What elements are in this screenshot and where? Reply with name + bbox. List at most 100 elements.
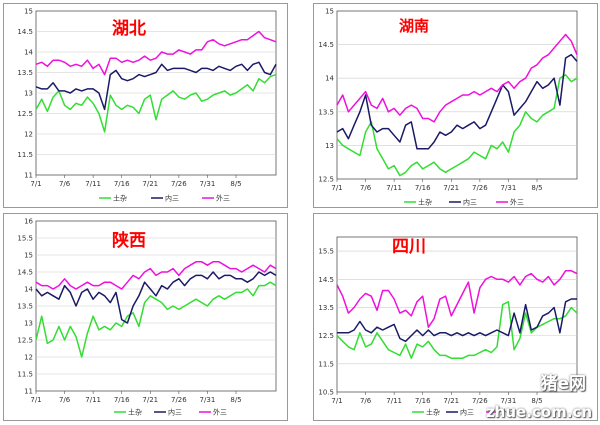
legend-label: 内三 <box>168 408 182 417</box>
y-tick-label: 13.5 <box>318 108 334 116</box>
x-tick-label: 7/31 <box>501 397 517 405</box>
plot-area <box>336 10 578 180</box>
x-tick-label: 7/16 <box>114 396 130 404</box>
y-tick-label: 15 <box>24 8 33 16</box>
series-line-0 <box>336 74 578 177</box>
series-line-0 <box>35 281 277 358</box>
chart-svg: 11 11.5 12 12.5 13 13.5 14 14.5 15 7/1 7/6 7/11 7/16… <box>17 8 277 203</box>
x-tick-label: 7/21 <box>443 184 459 192</box>
x-tick-label: 7/11 <box>386 397 402 405</box>
y-tick-label: 14.5 <box>318 276 334 284</box>
y-tick-label: 13.5 <box>17 69 33 77</box>
y-tick-label: 13 <box>24 90 33 98</box>
y-tick-label: 15.5 <box>17 235 33 243</box>
plot-area <box>336 236 578 393</box>
x-tick-label: 8/5 <box>531 184 542 192</box>
x-tick-label: 7/11 <box>85 180 101 188</box>
x-tick-label: 8/5 <box>531 397 542 405</box>
chart-panel-sichuan: 10.5 11.5 12.5 13.5 14.5 15.5 7/1 7/6 7/11 7/16 7/… <box>313 213 598 421</box>
x-tick-label: 7/21 <box>443 397 459 405</box>
x-tick-label: 7/31 <box>501 184 517 192</box>
legend-label: 外三 <box>500 408 514 417</box>
y-tick-label: 11.5 <box>318 360 334 368</box>
watermark-line2: zhue.com.cn <box>485 403 592 421</box>
x-tick-label: 7/26 <box>472 397 488 405</box>
x-tick-label: 7/31 <box>200 396 216 404</box>
x-tick-label: 7/1 <box>30 396 41 404</box>
y-tick-label: 14.5 <box>17 28 33 36</box>
watermark-line1: 猪e网 <box>540 374 586 394</box>
x-tick-label: 7/6 <box>360 397 372 405</box>
series-line-1 <box>35 61 277 111</box>
chart-svg: 10.5 11.5 12.5 13.5 14.5 15.5 7/1 7/6 7/11 7/16 7/… <box>318 236 578 417</box>
series-line-2 <box>336 270 578 328</box>
legend-label: 内三 <box>165 194 179 203</box>
series-line-1 <box>336 53 578 150</box>
x-tick-label: 7/16 <box>415 397 431 405</box>
chart-title: 四川 <box>392 237 426 257</box>
x-tick-label: 7/11 <box>85 396 101 404</box>
chart-svg: 12.5 13 13.5 14 14.5 15 7/1 7/6 7/11 7/16 7/21 7/26… <box>318 8 578 207</box>
x-tick-label: 7/21 <box>142 396 158 404</box>
y-tick-label: 12.5 <box>17 337 33 345</box>
series-line-2 <box>35 30 277 76</box>
legend-label: 内三 <box>460 408 474 417</box>
zhue-watermark-logo: 猪e网 zhue.com.cn <box>486 367 596 423</box>
x-tick-label: 7/26 <box>171 396 187 404</box>
y-tick-label: 14.5 <box>318 41 334 49</box>
legend-label: 内三 <box>463 198 477 207</box>
chart-title: 湖南 <box>399 17 429 35</box>
series-line-2 <box>35 261 277 290</box>
chart-svg: 11 11.5 12 12.5 13 13.5 14 14.5 15 15.5 16 7/1 7/6 7/… <box>17 218 277 417</box>
series-line-0 <box>35 73 277 133</box>
y-tick-label: 13.5 <box>17 303 33 311</box>
y-tick-label: 15 <box>24 252 33 260</box>
y-tick-label: 13 <box>325 142 334 150</box>
legend-label: 土杂 <box>128 408 142 417</box>
y-tick-label: 11 <box>24 388 33 396</box>
y-tick-label: 11 <box>24 172 33 180</box>
chart-panel-hubei: 11 11.5 12 12.5 13 13.5 14 14.5 15 7/1 7/6 7/11 7/16… <box>3 3 288 208</box>
x-tick-label: 8/5 <box>230 180 241 188</box>
y-tick-label: 11.5 <box>17 371 33 379</box>
x-tick-label: 7/16 <box>114 180 130 188</box>
y-tick-label: 12.5 <box>318 176 334 184</box>
x-tick-label: 7/6 <box>59 180 71 188</box>
y-tick-label: 15 <box>325 8 334 16</box>
x-tick-label: 7/1 <box>331 397 342 405</box>
y-tick-label: 12 <box>24 354 33 362</box>
y-tick-label: 13.5 <box>318 304 334 312</box>
y-tick-label: 14 <box>24 286 33 294</box>
x-tick-label: 7/6 <box>360 184 372 192</box>
legend-label: 外三 <box>213 408 227 417</box>
series-line-1 <box>35 271 277 324</box>
legend-label: 土杂 <box>418 198 432 207</box>
series-line-2 <box>336 33 578 123</box>
y-tick-label: 16 <box>24 218 33 226</box>
y-tick-label: 14.5 <box>17 269 33 277</box>
y-tick-label: 10.5 <box>318 389 334 397</box>
x-tick-label: 7/16 <box>415 184 431 192</box>
y-tick-label: 12.5 <box>318 332 334 340</box>
x-tick-label: 7/26 <box>171 180 187 188</box>
y-tick-label: 14 <box>24 49 33 57</box>
chart-panel-hunan: 12.5 13 13.5 14 14.5 15 7/1 7/6 7/11 7/16 7/21 7/26… <box>313 3 598 208</box>
chart-title: 陕西 <box>112 230 146 251</box>
y-tick-label: 14 <box>325 75 334 83</box>
legend-label: 外三 <box>216 194 230 203</box>
legend-label: 外三 <box>510 198 524 207</box>
x-tick-label: 7/1 <box>30 180 41 188</box>
series-line-1 <box>337 298 577 343</box>
chart-panel-shaanxi: 11 11.5 12 12.5 13 13.5 14 14.5 15 15.5 16 7/1 7/6 7/… <box>3 213 288 421</box>
x-tick-label: 7/31 <box>200 180 216 188</box>
y-tick-label: 15.5 <box>318 248 334 256</box>
x-tick-label: 7/1 <box>331 184 342 192</box>
y-tick-label: 13 <box>24 320 33 328</box>
y-tick-label: 12 <box>24 131 33 139</box>
legend-label: 土杂 <box>426 408 440 417</box>
x-tick-label: 7/21 <box>142 180 158 188</box>
x-tick-label: 7/26 <box>472 184 488 192</box>
chart-title: 湖北 <box>112 19 146 39</box>
x-tick-label: 7/6 <box>59 396 71 404</box>
x-tick-label: 8/5 <box>230 396 241 404</box>
